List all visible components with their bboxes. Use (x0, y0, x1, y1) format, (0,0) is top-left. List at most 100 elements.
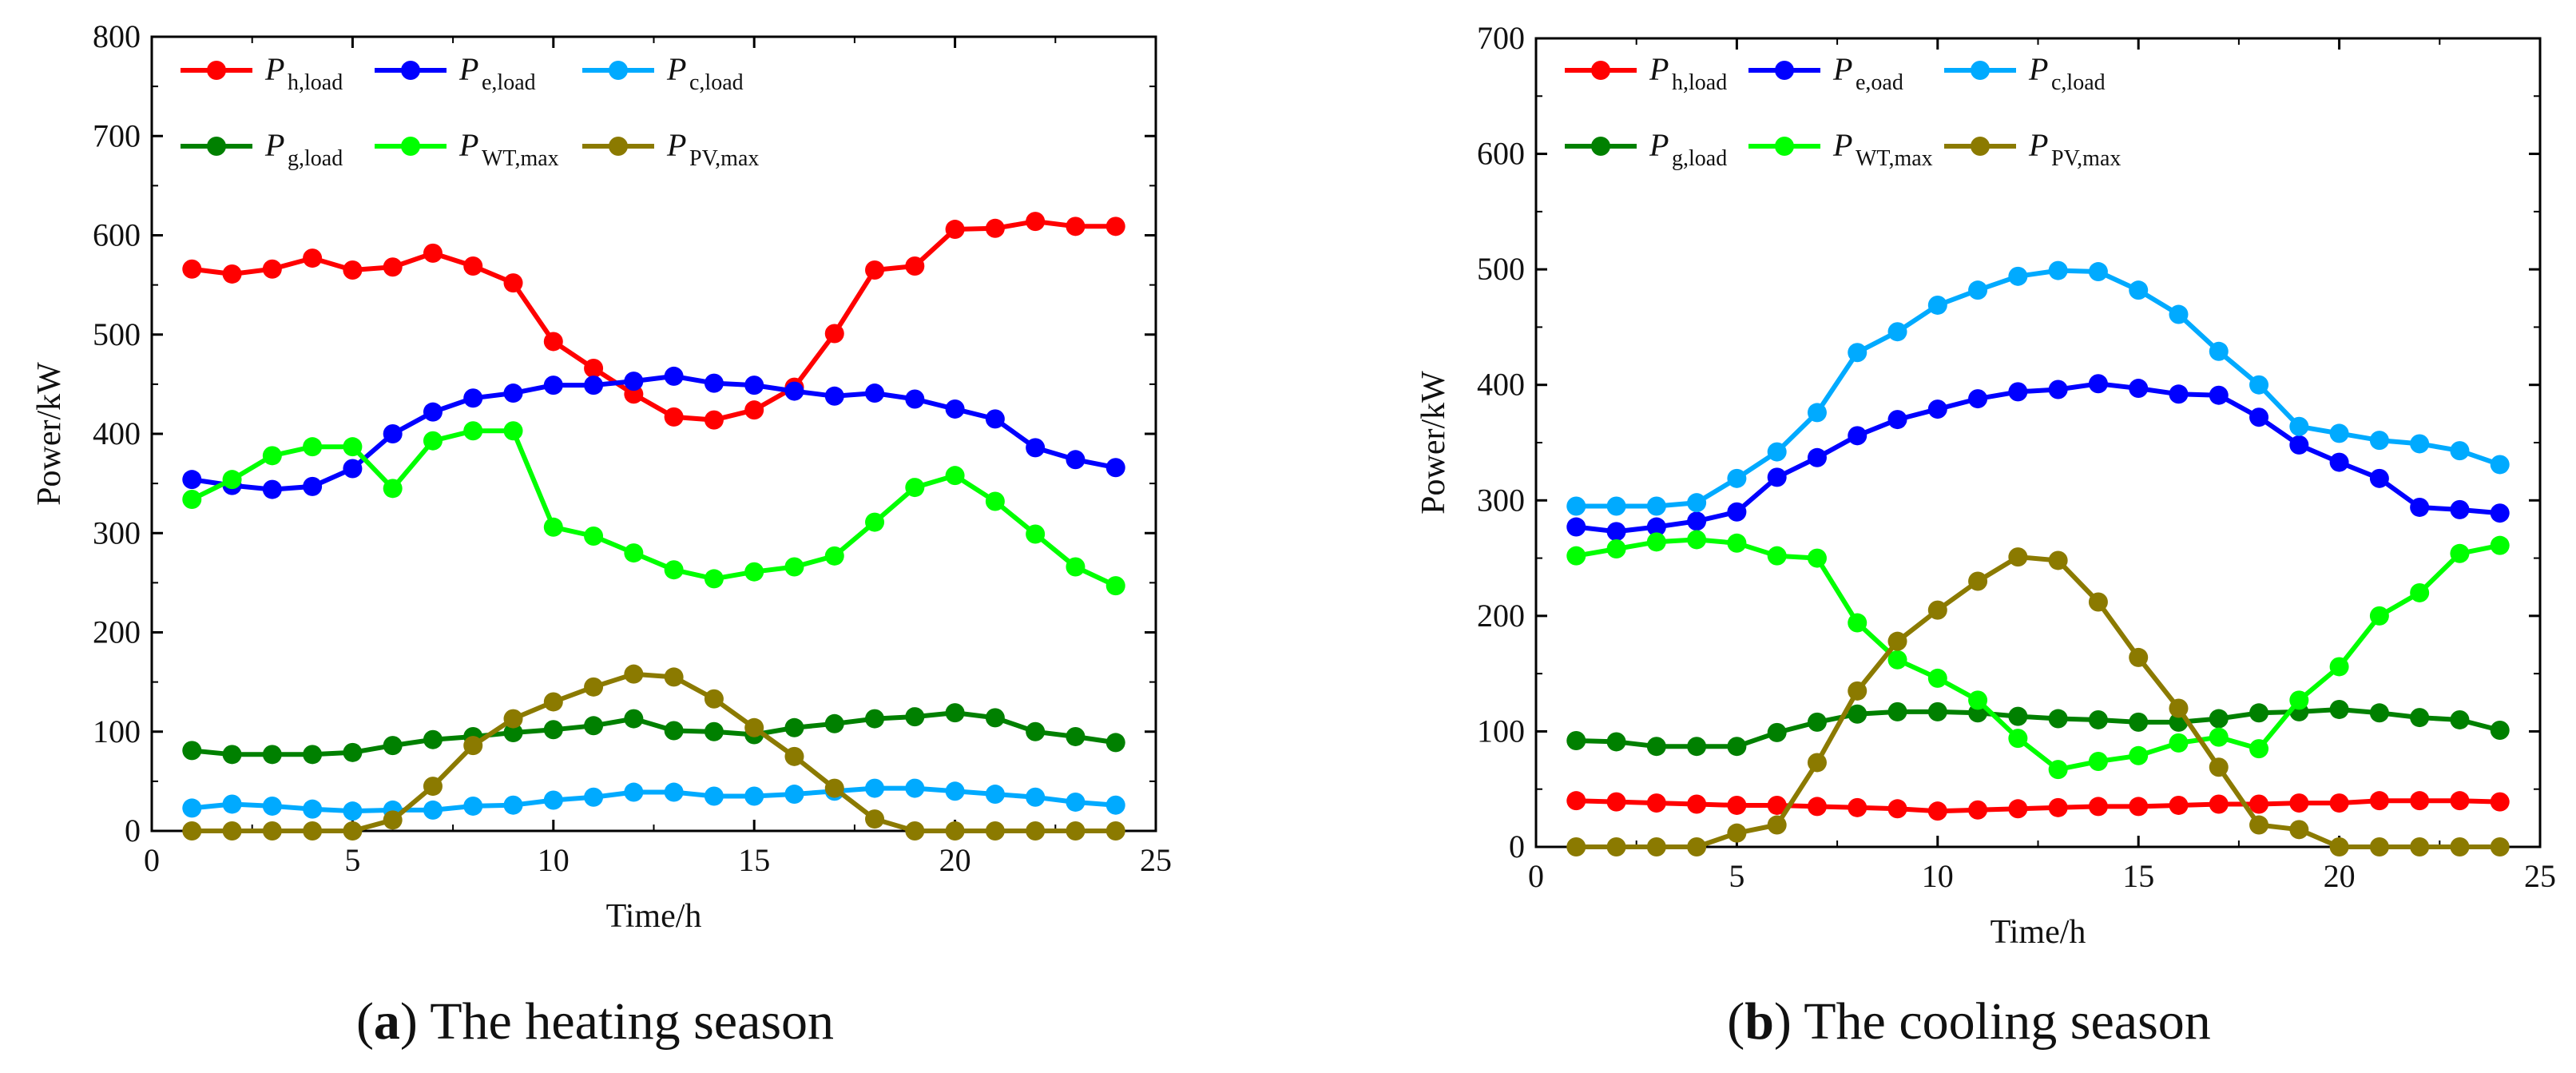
data-point (2410, 791, 2430, 811)
data-point (1646, 793, 1666, 813)
data-point (2490, 792, 2510, 812)
data-point (2329, 423, 2349, 443)
series-wt-max (182, 421, 1125, 596)
legend-label: P (2028, 51, 2048, 87)
data-point (1566, 546, 1586, 566)
data-point (664, 560, 684, 580)
data-point (1767, 467, 1787, 487)
data-point (1727, 533, 1747, 553)
data-point (824, 324, 844, 344)
data-point (2289, 416, 2309, 436)
data-point (543, 790, 563, 810)
data-point (2169, 733, 2189, 753)
caption-text: The heating season (430, 992, 834, 1051)
data-point (343, 821, 363, 841)
chart-cooling-season: 0 100 200 300 400 500 600 700 0 5 10 15 20 25 Time/h Po… (1415, 20, 2556, 1051)
data-point (664, 782, 684, 802)
data-point (624, 782, 644, 802)
data-point (704, 373, 724, 393)
data-point (1105, 458, 1125, 478)
series-c-load (182, 778, 1125, 821)
data-point (543, 720, 563, 740)
data-point (1105, 821, 1125, 841)
legend-marker (207, 137, 226, 156)
legend-label-sub: h,load (1672, 70, 1727, 95)
x-tick-label: 20 (939, 842, 971, 878)
series-line (192, 710, 1117, 757)
data-point (2008, 382, 2028, 402)
data-point (824, 778, 844, 798)
series-h-load (1566, 791, 2510, 821)
data-point (2008, 547, 2028, 567)
data-point (463, 796, 483, 816)
data-point (1606, 496, 1626, 516)
data-point (2129, 379, 2149, 399)
data-point (423, 402, 443, 422)
legend-label: P (458, 51, 478, 87)
data-point (1727, 468, 1747, 488)
data-point (303, 821, 323, 841)
data-point (945, 466, 965, 486)
y-tick-label: 700 (93, 117, 141, 153)
legend-label: P (666, 51, 686, 87)
data-point (2209, 341, 2229, 361)
data-point (2249, 375, 2269, 395)
series-e-oad (1566, 374, 2510, 542)
data-point (584, 787, 604, 807)
data-point (1807, 753, 1827, 773)
data-point (2369, 837, 2389, 856)
data-point (2289, 690, 2309, 710)
data-point (1105, 733, 1125, 753)
data-point (2209, 385, 2229, 405)
data-point (784, 717, 804, 737)
data-point (2129, 280, 2149, 300)
y-axis-title: Power/kW (31, 362, 68, 506)
data-point (1687, 737, 1707, 757)
legend-label: P (264, 127, 284, 163)
data-point (1566, 730, 1586, 750)
y-tick-label: 400 (93, 415, 141, 451)
data-point (945, 781, 965, 801)
legend-label: P (264, 51, 284, 87)
data-point (2129, 797, 2149, 817)
data-point (2410, 837, 2430, 856)
data-point (1887, 701, 1907, 721)
data-point (2369, 791, 2389, 811)
legend-label-sub: WT,max (482, 146, 559, 171)
data-point (2490, 535, 2510, 555)
data-point (1687, 493, 1707, 513)
data-point (1927, 801, 1947, 821)
data-point (2129, 712, 2149, 732)
data-point (2249, 794, 2269, 814)
data-point (1566, 496, 1586, 516)
data-point (584, 376, 604, 395)
data-point (1767, 795, 1787, 815)
data-point (503, 709, 523, 729)
data-point (2329, 452, 2349, 472)
data-point (2129, 647, 2149, 667)
data-point (2329, 837, 2349, 856)
data-point (343, 260, 363, 280)
data-point (905, 707, 925, 727)
data-point (303, 799, 323, 819)
legend-marker (609, 137, 628, 156)
data-point (423, 777, 443, 797)
data-point (1767, 442, 1787, 462)
data-point (2329, 657, 2349, 677)
data-point (182, 470, 202, 490)
data-point (905, 821, 925, 841)
data-point (824, 546, 844, 566)
data-point (1767, 722, 1787, 742)
caption-letter: a (374, 992, 400, 1051)
data-point (584, 677, 604, 697)
data-point (1105, 795, 1125, 815)
data-point (1848, 681, 1868, 701)
data-point (2209, 727, 2229, 747)
data-point (2088, 709, 2108, 729)
data-point (343, 437, 363, 457)
legend-label-sub: e,oad (1856, 70, 1903, 95)
data-point (262, 479, 282, 499)
data-point (1105, 576, 1125, 596)
data-point (905, 778, 925, 798)
